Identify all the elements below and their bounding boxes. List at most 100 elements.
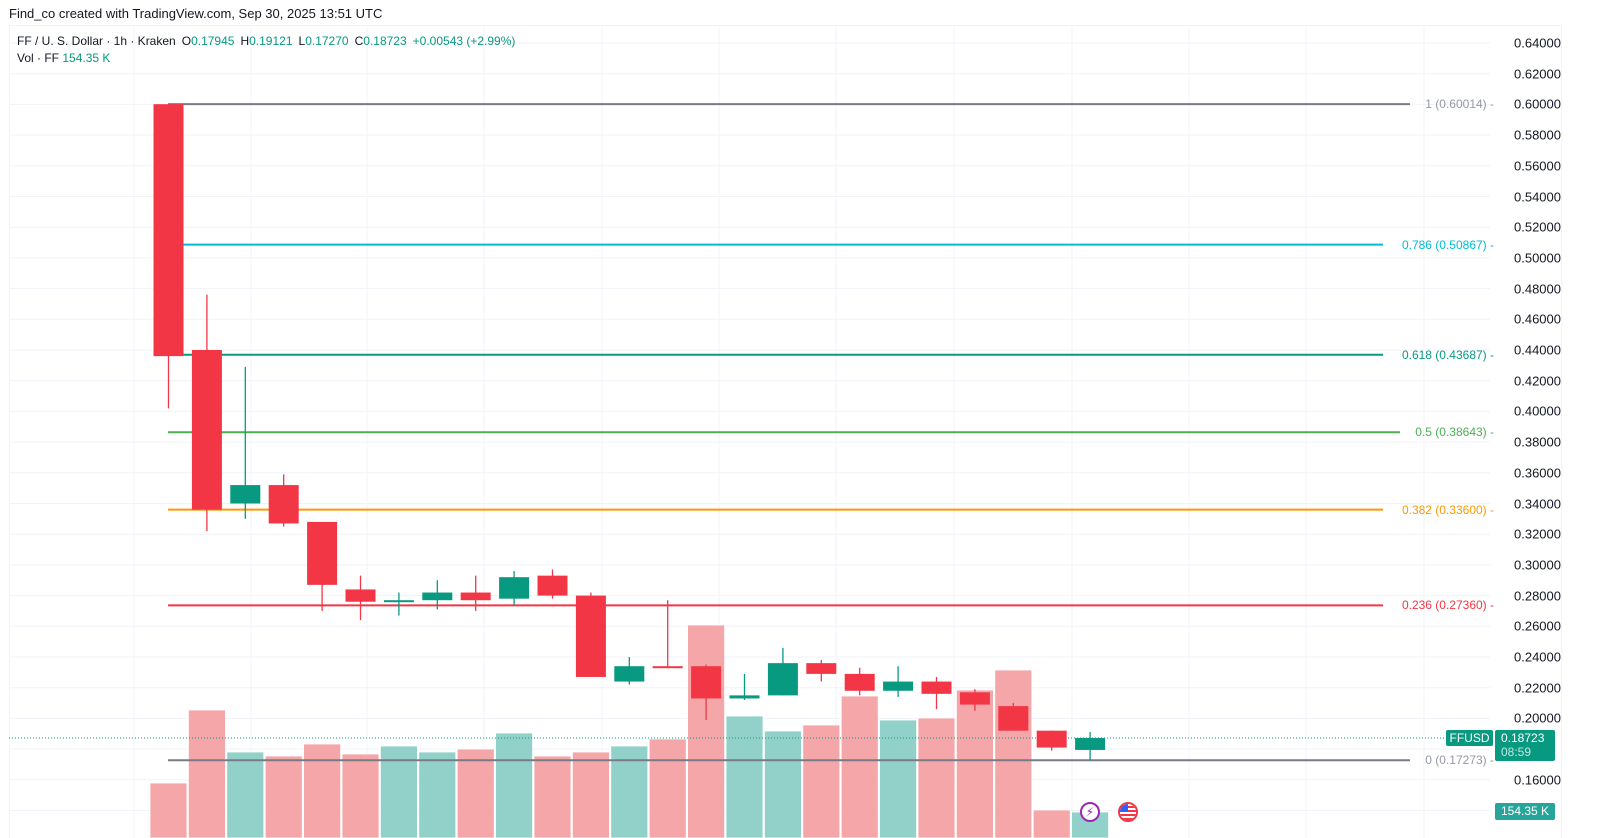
change-value: +0.00543 (+2.99%) (412, 34, 516, 48)
volume-bar (917, 717, 956, 838)
symbol-title[interactable]: FF / U. S. Dollar · 1h · Kraken (17, 34, 176, 48)
price-axis-tick: 0.58000 (1514, 127, 1561, 143)
fib-level-label: 0.618 (0.43687) - (1401, 347, 1494, 362)
price-axis-tick: 0.54000 (1514, 189, 1561, 204)
candle-down (921, 681, 952, 694)
volume-bar (725, 715, 764, 838)
volume-bar (379, 745, 418, 838)
candle-up (729, 695, 760, 699)
fib-level-label: 0.5 (0.38643) - (1415, 425, 1494, 440)
volume-bar (572, 751, 610, 838)
last-price-badge: 0.18723 08:59 (1495, 730, 1555, 761)
volume-bar (610, 745, 649, 838)
price-axis-tick: 0.28000 (1514, 588, 1561, 604)
fib-level-label: 0 (0.17273) - (1425, 753, 1494, 768)
volume-bar (303, 743, 342, 838)
fib-level-label: 1 (0.60014) - (1425, 97, 1494, 112)
candle-down (307, 521, 338, 585)
price-axis-tick: 0.62000 (1514, 66, 1561, 82)
volume-row: Vol · FF 154.35 K (17, 50, 521, 67)
candle-up (499, 577, 530, 599)
price-axis-tick: 0.20000 (1514, 710, 1561, 726)
volume-bar (1032, 809, 1071, 838)
volume-bar (418, 751, 457, 838)
candle-down (345, 589, 376, 602)
candle-down (460, 592, 491, 601)
last-price: 0.18723 (1501, 731, 1545, 745)
volume-bar (764, 730, 802, 838)
volume-bar (533, 755, 572, 838)
price-axis-tick: 0.52000 (1514, 219, 1561, 235)
fib-level-label: 0.786 (0.50867) - (1401, 237, 1494, 252)
candle-down (575, 595, 606, 677)
volume-bar (879, 719, 917, 838)
candle-down (191, 350, 222, 510)
volume-bar (187, 709, 226, 838)
volume-value: 154.35 K (62, 51, 111, 65)
ohlc-row: FF / U. S. Dollar · 1h · Kraken O0.17945 H… (17, 34, 516, 48)
fib-level-label: 0.382 (0.33600) - (1401, 502, 1494, 517)
volume-badge: 154.35 K (1495, 803, 1555, 820)
low-value: 0.17270 (305, 34, 349, 48)
price-axis-tick: 0.36000 (1514, 465, 1561, 481)
candle-down (998, 706, 1029, 731)
volume-bar (149, 782, 188, 838)
volume-bar (495, 732, 534, 838)
volume-bar (341, 753, 380, 838)
high-value: 0.19121 (249, 34, 293, 48)
candle-up (614, 666, 645, 682)
chart-legend: FF / U. S. Dollar · 1h · Kraken O0.17945 H… (17, 33, 521, 67)
candle-up (767, 663, 798, 696)
candle-down (1036, 730, 1067, 748)
volume-bar (226, 751, 265, 838)
candle-down (652, 666, 683, 669)
volume-bar (956, 689, 994, 838)
price-axis-tick: 0.16000 (1514, 772, 1561, 788)
price-axis-tick: 0.60000 (1514, 96, 1561, 112)
candle-down (844, 673, 875, 691)
volume-label[interactable]: Vol · FF (17, 51, 60, 65)
volume-bar (994, 669, 1033, 838)
candle-up (230, 485, 261, 504)
price-axis-tick: 0.64000 (1514, 35, 1561, 51)
candle-up (1075, 738, 1106, 750)
chart-attribution: Find_co created with TradingView.com, Se… (9, 6, 383, 21)
candle-down (959, 692, 990, 705)
fib-level-label: 0.236 (0.27360) - (1401, 598, 1494, 613)
candle-down (806, 663, 837, 674)
price-axis-tick: 0.38000 (1514, 434, 1561, 450)
candle-up (883, 681, 914, 691)
price-axis-tick: 0.50000 (1514, 250, 1561, 266)
close-value: 0.18723 (363, 34, 407, 48)
volume-bar (802, 724, 841, 838)
price-axis-tick: 0.56000 (1514, 158, 1561, 174)
us-flag-icon (1120, 804, 1136, 820)
price-axis-tick: 0.22000 (1514, 680, 1561, 696)
price-axis-tick: 0.24000 (1514, 649, 1561, 665)
price-axis-tick: 0.42000 (1514, 373, 1561, 389)
open-value: 0.17945 (191, 34, 235, 48)
volume-bar (264, 755, 303, 838)
price-axis-tick: 0.48000 (1514, 281, 1561, 297)
price-axis-tick: 0.32000 (1514, 526, 1561, 542)
candle-up (383, 600, 414, 603)
volume-bar (648, 738, 687, 838)
candle-down (537, 575, 568, 596)
price-axis-tick: 0.30000 (1514, 557, 1561, 573)
bar-countdown: 08:59 (1501, 745, 1532, 759)
price-axis-tick: 0.26000 (1514, 618, 1561, 634)
candle-up (422, 592, 453, 601)
candle-down (153, 104, 184, 357)
us-flag-event-icon[interactable] (1118, 802, 1138, 822)
chart-frame (9, 25, 1562, 838)
candle-down (691, 666, 722, 699)
volume-bar (840, 695, 879, 838)
candle-down (268, 485, 299, 524)
price-axis-tick: 0.44000 (1514, 342, 1561, 358)
symbol-badge: FFUSD (1446, 730, 1493, 746)
event-lightning-icon[interactable]: ⚡ (1080, 802, 1100, 822)
volume-bar (687, 624, 725, 838)
price-axis-tick: 0.34000 (1514, 496, 1561, 511)
volume-bar (456, 748, 495, 838)
